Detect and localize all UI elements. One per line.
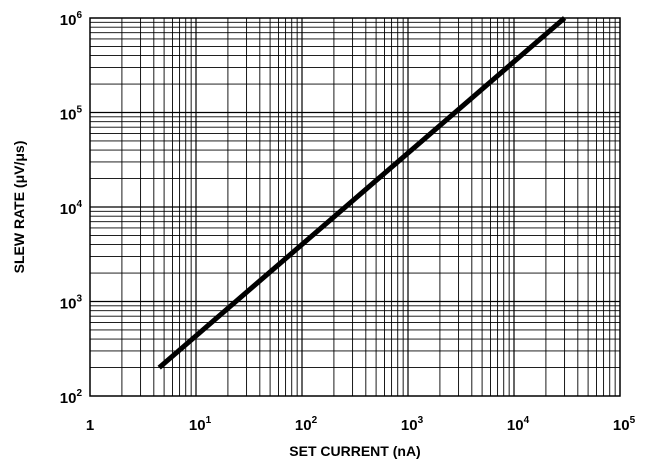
x-tick-label: 105 [613,415,636,434]
y-tick-label: 102 [60,388,83,407]
y-tick-label: 105 [60,105,83,124]
plot-frame [89,17,621,397]
x-tick-labels: 1 101 102 103 104 105 [86,415,636,434]
x-tick-label: 104 [507,415,530,434]
y-tick-labels: 102 103 104 105 106 [60,10,83,407]
y-axis-title: SLEW RATE (μV/μs) [11,141,27,274]
x-tick-label: 101 [189,415,212,434]
x-tick-label: 103 [401,415,424,434]
grid-lines [90,18,620,396]
x-tick-label: 1 [86,417,94,434]
y-tick-label: 106 [60,10,83,29]
y-tick-label: 104 [60,199,83,218]
y-tick-label: 103 [60,294,83,313]
series-layer [157,16,567,370]
x-tick-label: 102 [295,415,318,434]
series-line [157,16,567,370]
x-axis-title: SET CURRENT (nA) [289,443,420,459]
